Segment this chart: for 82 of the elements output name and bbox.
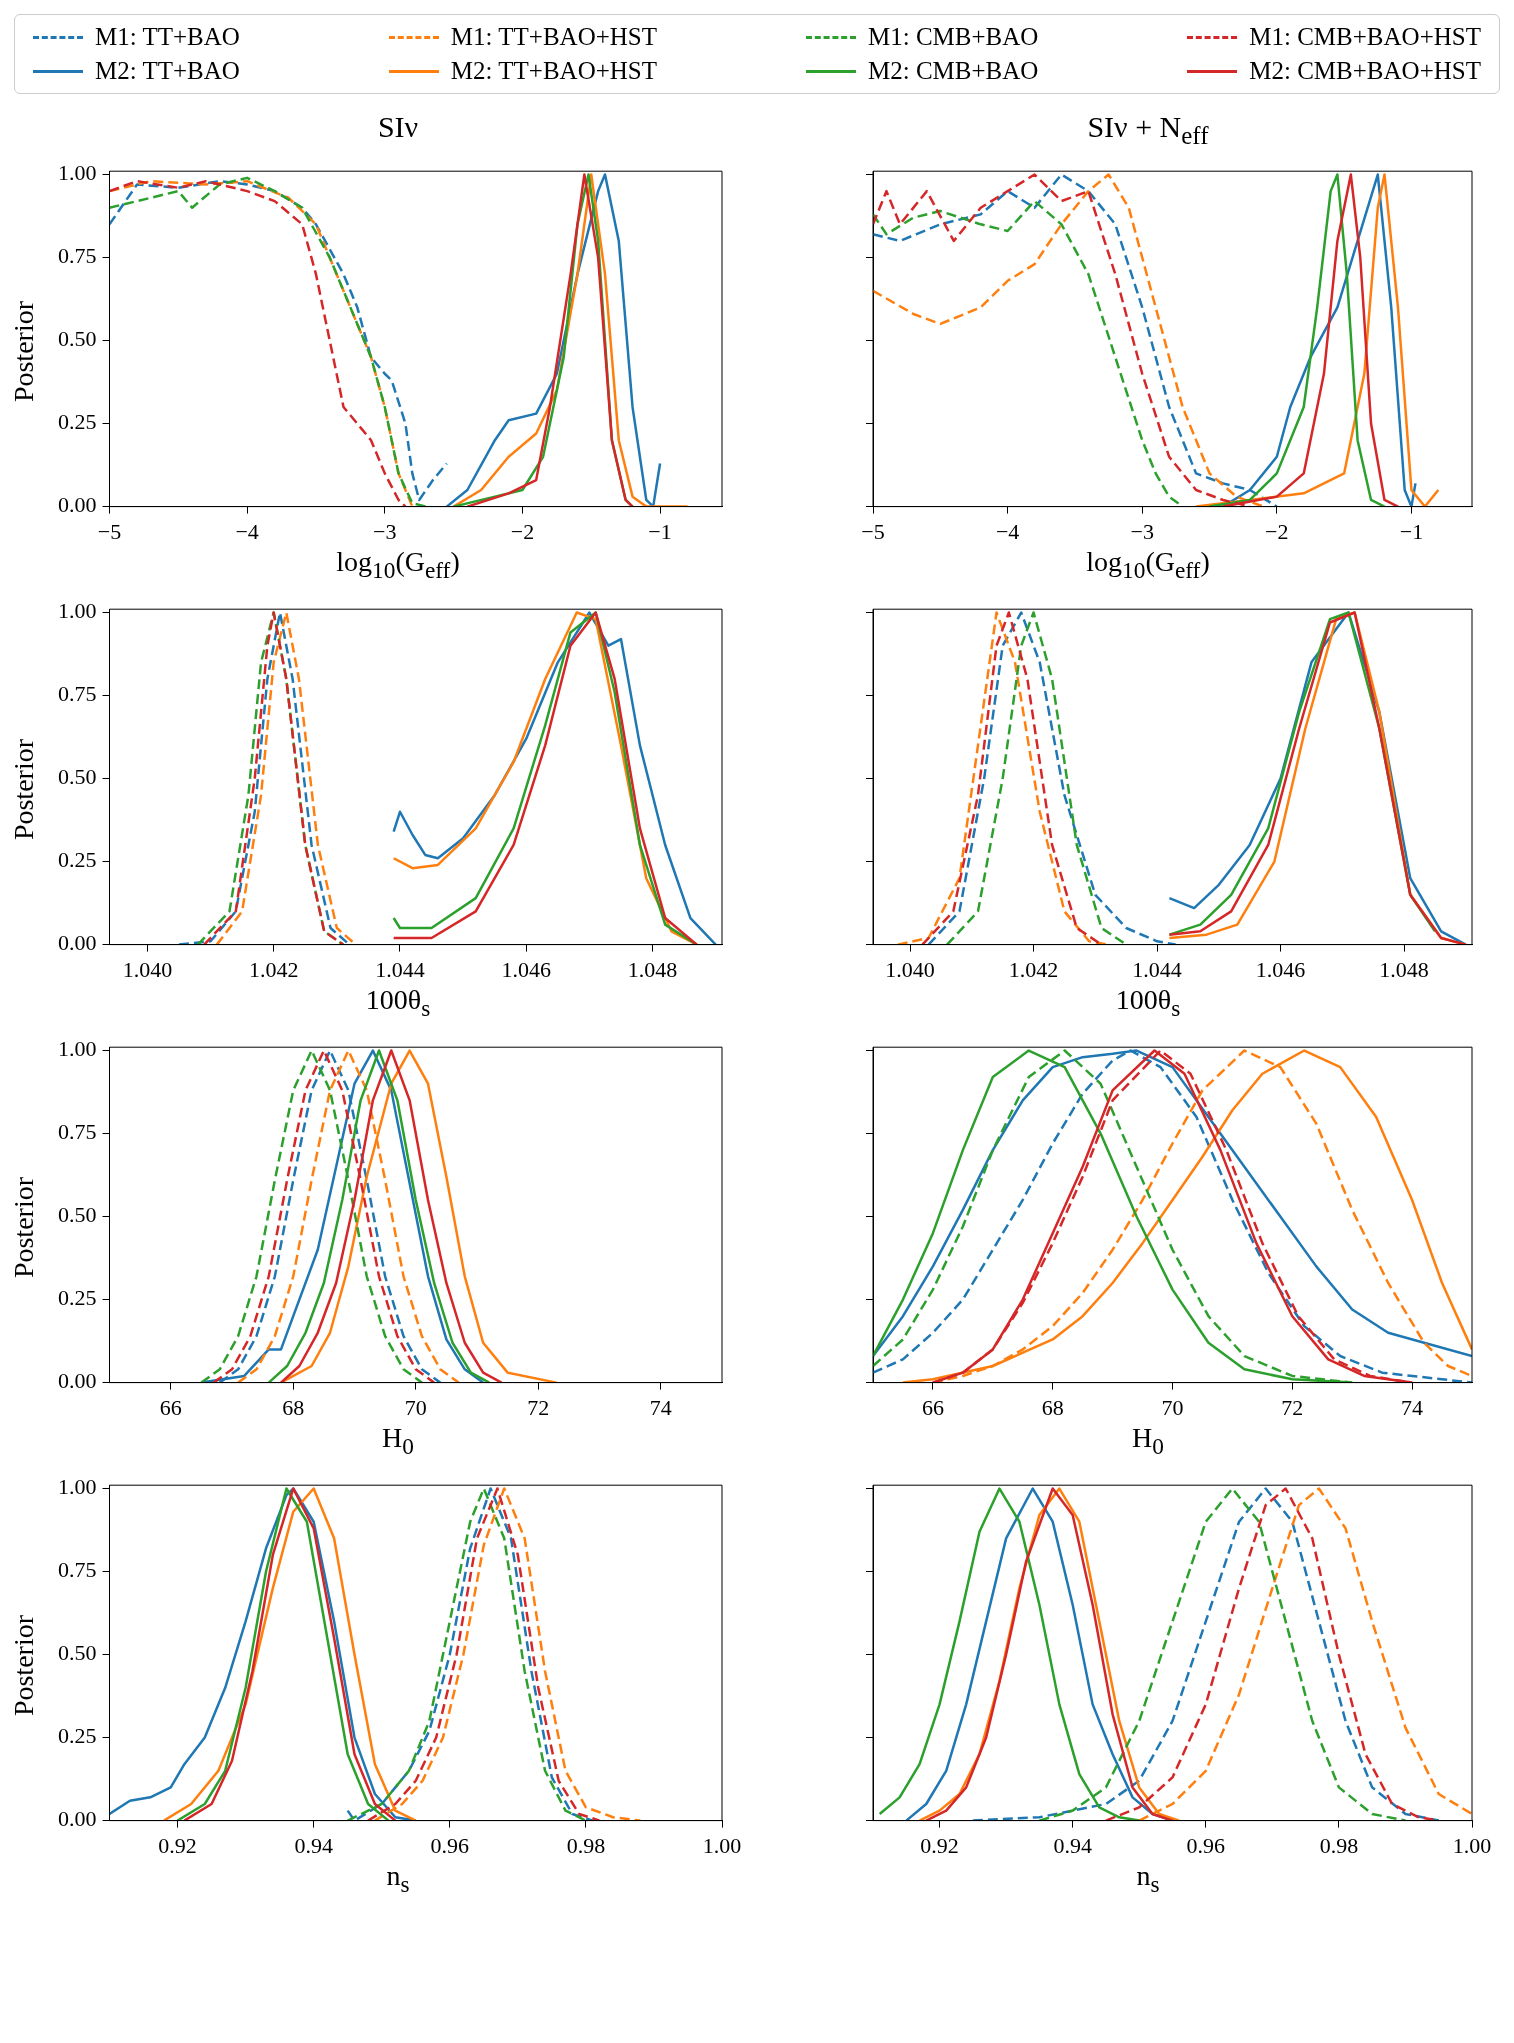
x-axis-title: n$_{s}$: [1135, 1860, 1161, 1899]
y-tick-label: 0.25: [58, 847, 97, 873]
x-tick-label: −3: [373, 518, 397, 544]
x-tick-label: 66: [159, 1394, 182, 1420]
x-tick-label: −4: [995, 518, 1020, 544]
x-tick-label: 1.046: [501, 956, 551, 982]
x-axis-title: log$_{10}$(G$_{eff}$): [1085, 546, 1211, 585]
y-tick-label: 0.00: [58, 1368, 97, 1394]
legend-label: M1: CMB+BAO: [867, 23, 1039, 51]
y-tick-label: 0.50: [58, 1640, 97, 1666]
legend-label: M2: TT+BAO: [95, 57, 240, 85]
legend-label: M2: TT+BAO+HST: [450, 57, 658, 85]
x-tick-label: 68: [282, 1394, 305, 1420]
x-axis-title: H$_{0}$: [1131, 1422, 1165, 1461]
y-tick-label: 0.00: [58, 1806, 97, 1832]
y-tick-label: 0.75: [58, 1119, 97, 1145]
y-tick-label: 1.00: [58, 1036, 97, 1062]
y-tick-label: 0.50: [58, 764, 97, 790]
y-axis-title: Posterior: [8, 1615, 40, 1717]
legend-label: M2: CMB+BAO+HST: [1249, 57, 1481, 85]
x-tick-label: 1.046: [1255, 956, 1306, 982]
x-tick-label: 74: [1401, 1394, 1424, 1420]
y-tick-label: 1.00: [58, 598, 97, 624]
x-tick-label: 70: [1161, 1394, 1184, 1420]
x-tick-label: 1.040: [885, 956, 935, 982]
x-tick-label: −4: [235, 518, 259, 544]
x-tick-label: 0.92: [920, 1832, 959, 1858]
x-axis-title: log$_{10}$(G$_{eff}$): [335, 546, 461, 585]
y-tick-label: 0.75: [58, 243, 97, 269]
y-tick-label: 0.00: [58, 930, 97, 956]
x-tick-label: 1.048: [1379, 956, 1429, 982]
x-tick-label: 0.94: [294, 1832, 333, 1858]
y-tick-label: 1.00: [58, 1474, 97, 1500]
legend-label: M1: TT+BAO: [95, 23, 240, 51]
x-tick-label: 68: [1041, 1394, 1064, 1420]
x-tick-label: 1.00: [1452, 1832, 1492, 1858]
y-axis-title: Posterior: [8, 301, 40, 403]
x-tick-label: 0.98: [566, 1832, 606, 1858]
y-tick-label: 0.75: [58, 681, 97, 707]
x-tick-label: 72: [527, 1394, 550, 1420]
x-tick-label: 1.00: [702, 1832, 742, 1858]
x-tick-label: 1.042: [1008, 956, 1059, 982]
chart-title: SIν: [376, 110, 420, 145]
y-tick-label: 0.25: [58, 1285, 97, 1311]
x-tick-label: 1.044: [1132, 956, 1182, 982]
chart-title: SIν + N$_{eff}$: [1086, 110, 1210, 151]
y-axis-title: Posterior: [8, 1177, 40, 1279]
x-axis-title: H$_{0}$: [381, 1422, 415, 1461]
x-tick-label: −2: [1265, 518, 1289, 544]
x-tick-label: −1: [648, 518, 672, 544]
x-tick-label: 1.040: [122, 956, 173, 982]
x-tick-label: −1: [1399, 518, 1424, 544]
x-tick-label: 0.96: [1186, 1832, 1226, 1858]
x-tick-label: 72: [1281, 1394, 1304, 1420]
y-axis-title: Posterior: [8, 739, 40, 841]
legend-label: M1: TT+BAO+HST: [450, 23, 658, 51]
y-tick-label: 0.50: [58, 1202, 97, 1228]
x-axis-title: n$_{s}$: [385, 1860, 411, 1899]
x-axis-title: 100θ$_{s}$: [364, 984, 432, 1023]
x-tick-label: −2: [510, 518, 535, 544]
y-tick-label: 1.00: [58, 160, 97, 186]
x-tick-label: 0.94: [1053, 1832, 1092, 1858]
x-tick-label: 1.042: [248, 956, 299, 982]
x-tick-label: 1.048: [627, 956, 678, 982]
x-tick-label: −5: [861, 518, 885, 544]
x-tick-label: 1.044: [375, 956, 425, 982]
legend-label: M2: CMB+BAO: [867, 57, 1039, 85]
y-tick-label: 0.25: [58, 409, 97, 435]
y-tick-label: 0.00: [58, 492, 97, 518]
y-tick-label: 0.75: [58, 1557, 97, 1583]
x-tick-label: 0.96: [430, 1832, 470, 1858]
y-tick-label: 0.50: [58, 326, 97, 352]
x-tick-label: −5: [97, 518, 122, 544]
x-tick-label: 66: [921, 1394, 944, 1420]
x-tick-label: 70: [404, 1394, 427, 1420]
x-tick-label: 0.98: [1319, 1832, 1359, 1858]
y-tick-label: 0.25: [58, 1723, 97, 1749]
x-axis-title: 100θ$_{s}$: [1114, 984, 1182, 1023]
x-tick-label: 74: [649, 1394, 672, 1420]
x-tick-label: −3: [1130, 518, 1154, 544]
x-tick-label: 0.92: [158, 1832, 197, 1858]
legend-label: M1: CMB+BAO+HST: [1249, 23, 1481, 51]
